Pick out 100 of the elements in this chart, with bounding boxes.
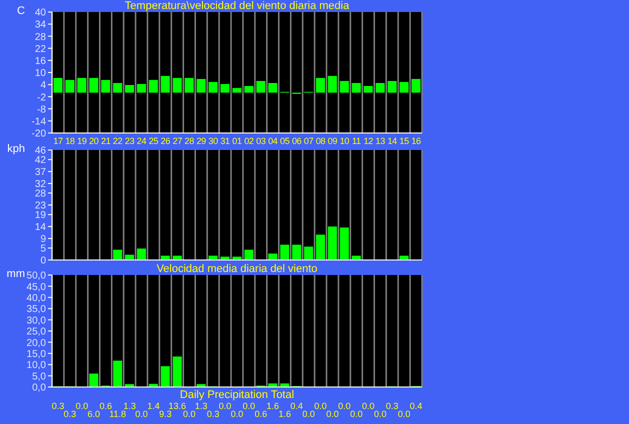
- y-tick-label: 46: [34, 146, 46, 157]
- y-tick-label: 45,0: [26, 282, 46, 293]
- x-tick-label: 28: [184, 136, 194, 146]
- data-label: 0.4: [410, 401, 422, 411]
- x-tick-label: 11: [352, 136, 362, 146]
- data-label: 0.6: [254, 409, 268, 419]
- y-tick-label: 40: [34, 8, 46, 19]
- y-tick-label: 20,0: [26, 338, 46, 349]
- x-tick-label: 25: [148, 136, 158, 146]
- x-tick-label: 14: [387, 136, 398, 146]
- y-tick-label: 28: [34, 32, 46, 43]
- data-label: 1.3: [194, 401, 208, 411]
- y-tick-label: 40,0: [26, 292, 46, 304]
- y-tick-label: -2: [37, 92, 46, 104]
- x-tick-label: 22: [112, 136, 123, 146]
- x-tick-label: 20: [89, 136, 99, 146]
- data-label: 0.0: [230, 409, 244, 419]
- data-label: 0.3: [64, 409, 76, 419]
- data-label: 6.0: [88, 409, 100, 419]
- chart-title: Temperatura\velocidad del viento diaria media: [124, 0, 350, 12]
- y-tick-label: 25,0: [26, 326, 46, 338]
- y-tick-label: 0,0: [32, 382, 46, 394]
- data-label: 0.0: [350, 409, 363, 419]
- y-tick-label: 22: [34, 44, 46, 55]
- y-tick-label: 0: [40, 256, 46, 267]
- data-label: 0.4: [290, 401, 303, 411]
- data-label: 11.8: [109, 409, 126, 419]
- y-tick-label: 35,0: [26, 304, 46, 316]
- data-label: 0.0: [135, 409, 148, 419]
- x-tick-label: 30: [208, 136, 218, 146]
- x-tick-label: 06: [292, 136, 302, 146]
- data-label: 13.6: [168, 401, 186, 411]
- data-label: 0.0: [242, 401, 256, 411]
- x-tick-label: 12: [364, 136, 374, 146]
- x-tick-label: 24: [136, 136, 147, 146]
- y-tick-label: 32: [34, 179, 46, 190]
- x-tick-label: 02: [244, 136, 254, 146]
- y-tick-label: 10,0: [26, 360, 46, 372]
- y-tick-label: 5,0: [32, 371, 46, 382]
- y-tick-label: 23: [34, 200, 46, 212]
- y-tick-label: 42: [34, 155, 46, 166]
- y-tick-label: 15,0: [26, 348, 46, 360]
- y-axis-title: kph: [7, 143, 25, 155]
- data-label: 0.0: [218, 401, 232, 411]
- data-label: 0.0: [362, 401, 375, 411]
- data-label: 1.6: [278, 409, 291, 419]
- x-tick-label: 05: [280, 136, 290, 146]
- x-tick-label: 04: [268, 136, 278, 146]
- data-label: 0.0: [314, 401, 327, 411]
- data-label: 0.0: [374, 409, 386, 419]
- x-tick-label: 26: [160, 136, 170, 146]
- data-label: 1.6: [266, 401, 280, 411]
- y-tick-label: 19: [34, 210, 46, 222]
- x-tick-label: 15: [399, 136, 410, 146]
- x-tick-label: 03: [256, 136, 266, 146]
- x-axis-title: Daily Precipitation Total: [178, 389, 296, 401]
- y-tick-label: 34: [34, 20, 46, 31]
- x-tick-label: 23: [124, 136, 135, 146]
- data-label: 0.3: [52, 401, 64, 411]
- y-tick-label: 4: [40, 80, 46, 92]
- chart-title: Velocidad media diaria del viento: [156, 263, 318, 275]
- x-tick-label: 19: [77, 136, 87, 146]
- y-tick-label: 10: [34, 68, 46, 80]
- y-axis-title: C: [17, 5, 25, 17]
- x-tick-label: 10: [340, 136, 350, 146]
- y-tick-label: 37: [34, 167, 46, 178]
- data-label: 1.3: [123, 401, 136, 411]
- x-tick-label: 18: [65, 136, 75, 146]
- y-axis-title: mm: [6, 268, 25, 280]
- x-tick-label: 16: [411, 136, 422, 146]
- x-tick-label: 21: [101, 136, 111, 146]
- y-tick-label: -20: [32, 128, 46, 140]
- x-tick-label: 13: [376, 136, 386, 146]
- y-tick-label: -8: [37, 104, 46, 116]
- data-label: 0.0: [183, 409, 196, 419]
- data-label: 0.6: [99, 401, 112, 411]
- x-tick-label: 08: [316, 136, 326, 146]
- x-tick-label: 31: [220, 136, 230, 146]
- data-label: 0.3: [386, 401, 398, 411]
- y-tick-label: 14: [34, 222, 46, 234]
- data-label: 9.3: [159, 409, 172, 419]
- x-tick-label: 07: [304, 136, 314, 146]
- y-tick-label: 9: [40, 234, 46, 246]
- y-tick-label: 30,0: [26, 315, 46, 326]
- y-tick-label: 50,0: [26, 270, 46, 282]
- x-tick-label: 01: [232, 136, 242, 146]
- x-tick-label: 09: [328, 136, 338, 146]
- data-label: 0.3: [206, 409, 220, 419]
- data-label: 0.0: [398, 409, 410, 419]
- y-tick-label: 28: [34, 188, 46, 200]
- data-label: 0.0: [302, 409, 315, 419]
- x-tick-label: 27: [172, 136, 182, 146]
- y-tick-label: 16: [34, 56, 46, 67]
- data-label: 0.0: [326, 409, 339, 419]
- x-tick-label: 29: [196, 136, 206, 146]
- data-label: 1.4: [147, 401, 160, 411]
- data-label: 0.0: [338, 401, 351, 411]
- y-tick-label: 5: [40, 244, 46, 255]
- y-tick-label: -14: [32, 116, 46, 128]
- data-label: 0.0: [76, 401, 88, 411]
